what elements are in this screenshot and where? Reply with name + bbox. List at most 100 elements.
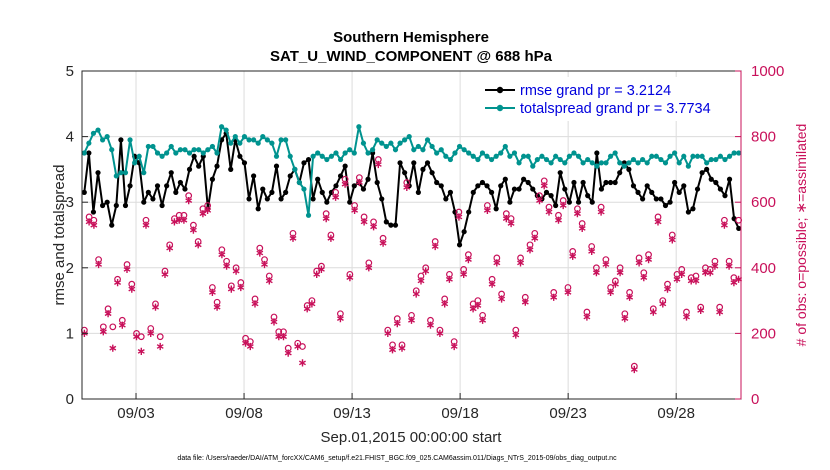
obs-assimilated-point (464, 256, 472, 264)
obs-assimilated-point (635, 259, 643, 267)
data-point-totalspread-grand-pr-3-7734 (90, 130, 97, 136)
data-point-totalspread-grand-pr-3-7734 (392, 147, 399, 153)
data-point-totalspread-grand-pr-3-7734 (644, 160, 650, 166)
data-point-totalspread-grand-pr-3-7734 (109, 147, 115, 153)
data-point-totalspread-grand-pr-3-7734 (406, 134, 412, 140)
obs-assimilated-point (170, 218, 178, 226)
data-point-totalspread-grand-pr-3-7734 (127, 137, 133, 143)
data-point-totalspread-grand-pr-3-7734 (283, 137, 289, 143)
data-point-rmse-grand-pr-3-2124 (214, 163, 220, 169)
data-point-totalspread-grand-pr-3-7734 (173, 150, 179, 156)
obs-assimilated-point (261, 260, 268, 269)
data-point-totalspread-grand-pr-3-7734 (704, 160, 710, 166)
obs-assimilated-point (521, 298, 529, 306)
axes: 09/03 09/08 09/13 09/18 09/23 09/28 0 1 2 3 4 5 0 200… (66, 63, 785, 422)
data-point-totalspread-grand-pr-3-7734 (429, 143, 435, 150)
data-point-rmse-grand-pr-3-2124 (173, 189, 179, 195)
y-tick-label: 0 (66, 391, 74, 408)
data-point-totalspread-grand-pr-3-7734 (479, 150, 486, 156)
obs-assimilated-point (479, 316, 487, 324)
data-point-rmse-grand-pr-3-2124 (374, 179, 380, 186)
obs-assimilated-point (256, 249, 264, 257)
data-point-totalspread-grand-pr-3-7734 (649, 153, 655, 159)
data-point-rmse-grand-pr-3-2124 (424, 160, 431, 166)
data-point-totalspread-grand-pr-3-7734 (424, 137, 431, 143)
obs-assimilated-point (597, 208, 605, 216)
obs-assimilated-point (725, 262, 733, 270)
data-point-totalspread-grand-pr-3-7734 (461, 147, 467, 153)
obs-assimilated-point (408, 316, 415, 324)
obs-assimilated-point (194, 241, 202, 249)
data-point-rmse-grand-pr-3-2124 (333, 183, 339, 189)
obs-possible-point (156, 333, 164, 341)
obs-assimilated-point (237, 283, 245, 292)
data-file-footnote: data file: /Users/raeder/DAI/ATM_forcXX/… (177, 455, 617, 462)
data-point-totalspread-grand-pr-3-7734 (612, 150, 618, 156)
data-point-rmse-grand-pr-3-2124 (704, 166, 710, 172)
obs-assimilated-point (166, 244, 174, 252)
obs-assimilated-point (436, 329, 444, 337)
data-point-totalspread-grand-pr-3-7734 (351, 150, 357, 156)
data-point-rmse-grand-pr-3-2124 (182, 186, 188, 192)
data-point-rmse-grand-pr-3-2124 (543, 189, 550, 195)
obs-assimilated-point (99, 328, 107, 336)
data-point-rmse-grand-pr-3-2124 (191, 153, 197, 159)
data-point-totalspread-grand-pr-3-7734 (470, 153, 476, 159)
data-point-totalspread-grand-pr-3-7734 (251, 137, 257, 143)
x-tick-label: 09/18 (441, 405, 479, 422)
data-point-rmse-grand-pr-3-2124 (571, 179, 577, 186)
obs-assimilated-point (251, 300, 259, 308)
obs-assimilated-point (445, 275, 453, 283)
data-point-rmse-grand-pr-3-2124 (81, 189, 87, 195)
obs-assimilated-point (540, 182, 548, 190)
data-point-totalspread-grand-pr-3-7734 (150, 143, 156, 150)
obs-assimilated-point (474, 301, 482, 310)
y2-tick-label: 1000 (751, 63, 784, 80)
obs-assimilated-point (137, 347, 145, 355)
y-axis-label: rmse and totalspread (51, 165, 68, 306)
obs-assimilated-point (697, 306, 705, 314)
data-point-totalspread-grand-pr-3-7734 (200, 150, 206, 156)
data-point-totalspread-grand-pr-3-7734 (145, 143, 151, 150)
obs-assimilated-point (616, 269, 624, 277)
data-point-rmse-grand-pr-3-2124 (95, 170, 101, 176)
obs-assimilated-point (683, 313, 690, 321)
series-layer (80, 124, 743, 374)
data-point-totalspread-grand-pr-3-7734 (681, 153, 687, 159)
obs-assimilated-point (104, 310, 112, 318)
data-point-totalspread-grand-pr-3-7734 (205, 147, 211, 153)
data-point-totalspread-grand-pr-3-7734 (562, 160, 568, 166)
data-point-totalspread-grand-pr-3-7734 (141, 170, 147, 176)
data-point-rmse-grand-pr-3-2124 (649, 189, 655, 195)
obs-assimilated-point (417, 277, 425, 285)
obs-assimilated-point (313, 270, 321, 278)
obs-assimilated-point (526, 246, 534, 254)
data-point-rmse-grand-pr-3-2124 (429, 170, 435, 176)
obs-assimilated-point (578, 224, 586, 232)
obs-assimilated-point (678, 270, 686, 278)
data-point-totalspread-grand-pr-3-7734 (81, 150, 87, 156)
data-point-totalspread-grand-pr-3-7734 (402, 137, 408, 143)
y2-axis-label: # of obs: o=possible; ∗=assimilated (793, 124, 809, 347)
data-point-rmse-grand-pr-3-2124 (662, 202, 669, 209)
data-point-totalspread-grand-pr-3-7734 (630, 156, 637, 163)
obs-assimilated-point (626, 293, 634, 301)
legend-spread-label: totalspread grand pr = 3.7734 (520, 101, 711, 117)
obs-assimilated-point (355, 178, 363, 187)
data-point-rmse-grand-pr-3-2124 (644, 183, 650, 189)
data-point-totalspread-grand-pr-3-7734 (218, 124, 225, 130)
data-point-totalspread-grand-pr-3-7734 (246, 137, 252, 143)
obs-assimilated-point (156, 342, 164, 351)
x-tick-label: 09/23 (549, 405, 587, 422)
data-point-rmse-grand-pr-3-2124 (388, 222, 394, 228)
obs-assimilated-point (289, 234, 297, 242)
data-point-totalspread-grand-pr-3-7734 (168, 143, 174, 150)
data-point-totalspread-grand-pr-3-7734 (365, 150, 371, 156)
obs-assimilated-point (332, 193, 340, 201)
obs-assimilated-point (588, 247, 596, 255)
obs-assimilated-point (370, 223, 378, 231)
data-point-rmse-grand-pr-3-2124 (397, 160, 403, 166)
obs-assimilated-point (659, 300, 667, 308)
data-point-rmse-grand-pr-3-2124 (241, 160, 248, 166)
x-tick-label: 09/08 (225, 405, 263, 422)
